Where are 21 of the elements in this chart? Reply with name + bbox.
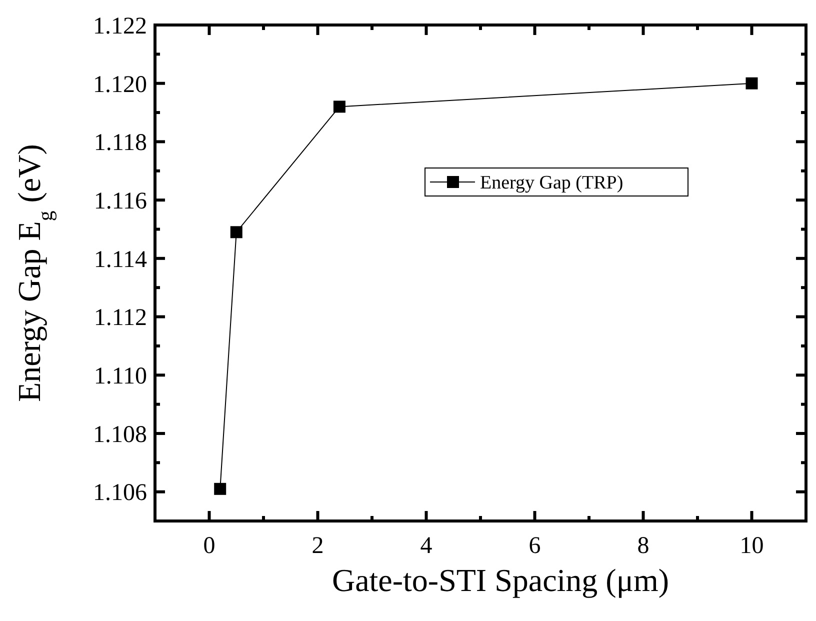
y-tick-label: 1.112 <box>94 305 147 332</box>
y-tick-label: 1.110 <box>94 364 147 390</box>
y-tick-label: 1.114 <box>94 246 147 273</box>
y-tick-label: 1.120 <box>93 72 147 98</box>
x-tick-label: 2 <box>312 533 324 559</box>
y-tick-label: 1.118 <box>94 130 147 156</box>
y-tick-label: 1.106 <box>93 480 147 506</box>
point <box>214 482 226 495</box>
point <box>746 77 758 90</box>
x-tick-label: 8 <box>637 533 650 559</box>
y-tick-label: 1.122 <box>93 13 147 40</box>
point <box>230 226 242 238</box>
x-tick-label: 6 <box>528 533 541 559</box>
point <box>333 100 346 113</box>
x-tick-label: 10 <box>740 533 764 559</box>
x-tick-label: 4 <box>420 533 432 559</box>
legend-label: Energy Gap (TRP) <box>480 172 624 194</box>
y-tick-label: 1.108 <box>93 422 147 448</box>
x-axis-title: Gate-to-STI Spacing (μm) <box>332 562 670 598</box>
y-tick-label: 1.116 <box>94 188 147 214</box>
x-tick-label: 0 <box>203 533 216 559</box>
